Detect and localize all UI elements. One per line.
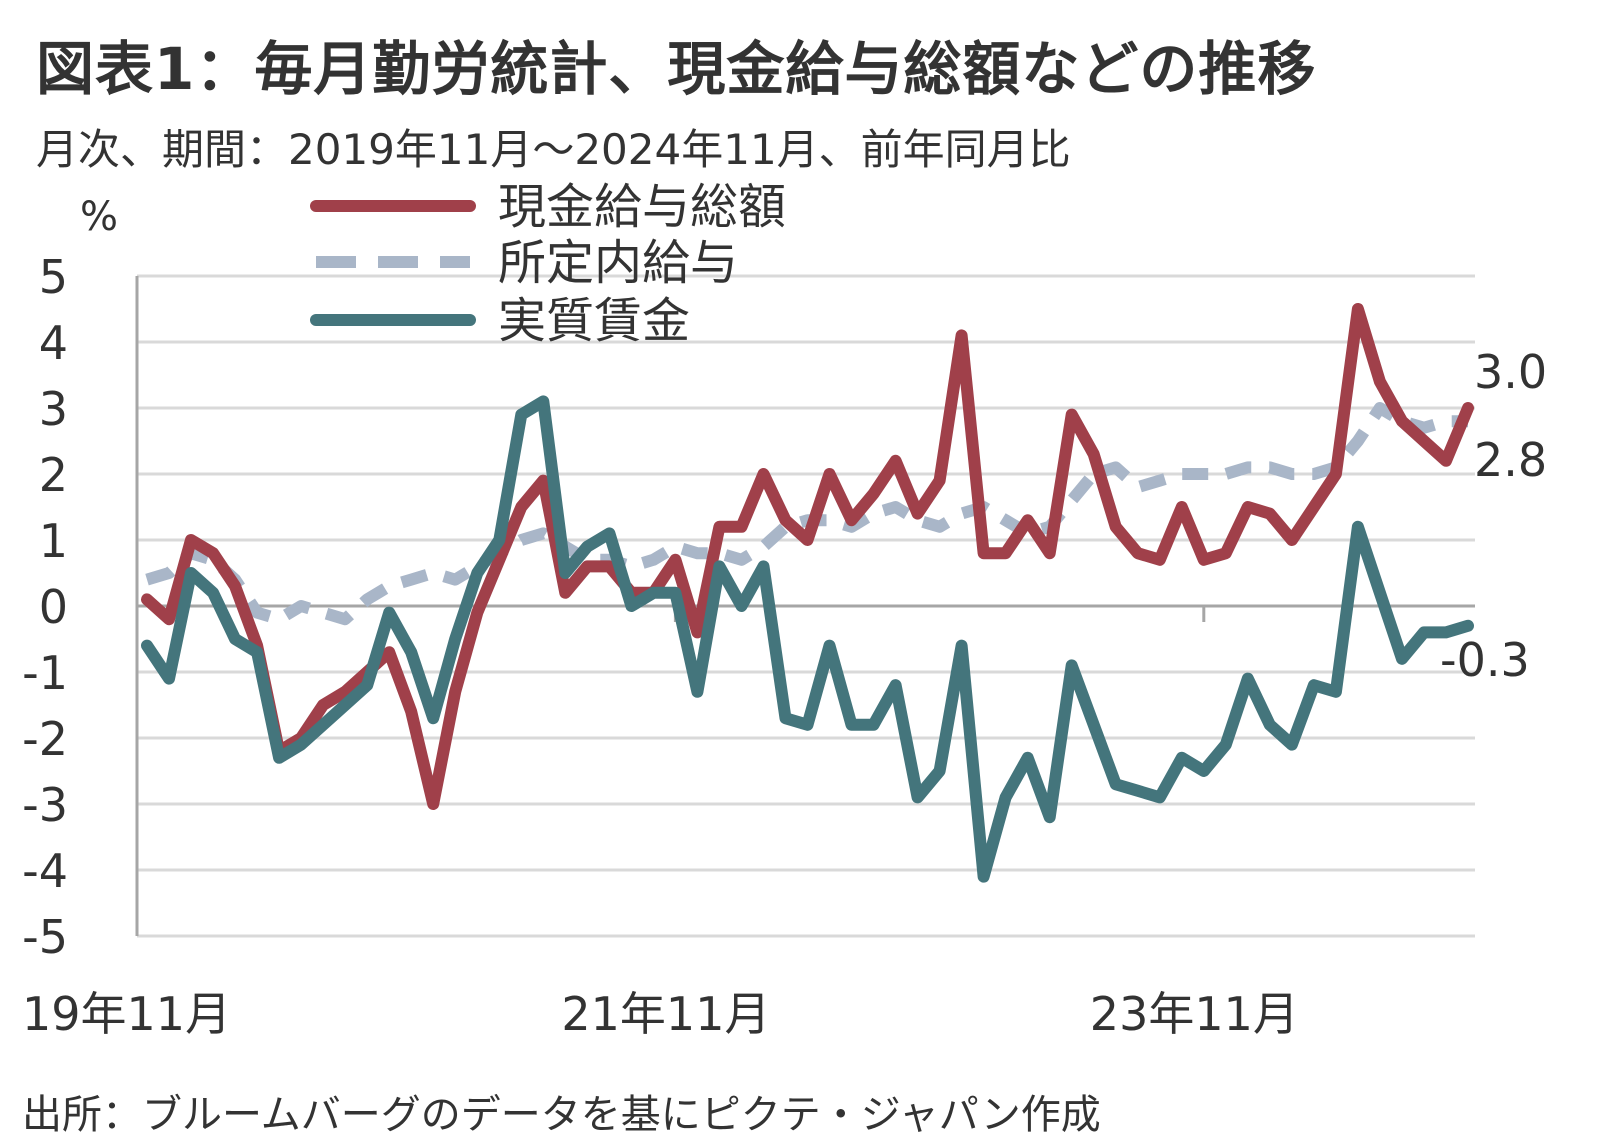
- y-tick-label: 0: [39, 580, 68, 634]
- series-line-scheduled: [145, 402, 1468, 626]
- y-tick-label: 1: [39, 514, 68, 568]
- legend-label-real: 実質賃金: [498, 293, 690, 349]
- y-tick-label: 4: [39, 316, 68, 370]
- source-note: 出所：ブルームバーグのデータを基にピクテ・ジャパン作成: [22, 1092, 1101, 1138]
- x-tick-label: 23年11月: [1090, 987, 1299, 1041]
- x-tick-label: 21年11月: [561, 987, 770, 1041]
- end-label-real: -0.3: [1440, 633, 1530, 687]
- y-tick-label: 3: [39, 382, 68, 436]
- series-line-real: [141, 395, 1474, 883]
- end-value-labels: 3.0 2.8 -0.3: [1440, 345, 1547, 687]
- y-axis-unit-label: %: [80, 194, 118, 240]
- y-tick-label: -2: [22, 712, 68, 766]
- legend-label-scheduled: 所定内給与: [498, 235, 738, 291]
- y-tick-label: 2: [39, 448, 68, 502]
- end-label-scheduled: 2.8: [1474, 433, 1547, 487]
- page-title: 図表1：毎月勤労統計、現金給与総額などの推移: [36, 35, 1317, 103]
- y-tick-label: -3: [22, 778, 68, 832]
- y-tick-label: 5: [39, 250, 68, 304]
- legend-label-total: 現金給与総額: [498, 179, 786, 235]
- x-tick-label: 19年11月: [22, 987, 231, 1041]
- end-label-total: 3.0: [1474, 345, 1547, 399]
- chart-subtitle: 月次、期間：2019年11月～2024年11月、前年同月比: [36, 125, 1071, 174]
- x-tick-labels: 19年11月 21年11月 23年11月: [22, 987, 1299, 1041]
- y-tick-label: -4: [22, 844, 68, 898]
- y-tick-label: -1: [22, 646, 68, 700]
- series-lines: [141, 303, 1474, 883]
- y-tick-label: -5: [22, 910, 68, 964]
- axes: [135, 276, 1475, 936]
- y-tick-labels: 5 4 3 2 1 0 -1 -2 -3 -4 -5: [22, 250, 68, 964]
